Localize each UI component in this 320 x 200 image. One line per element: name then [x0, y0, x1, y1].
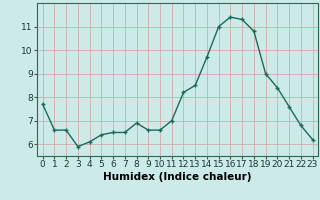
X-axis label: Humidex (Indice chaleur): Humidex (Indice chaleur): [103, 172, 252, 182]
